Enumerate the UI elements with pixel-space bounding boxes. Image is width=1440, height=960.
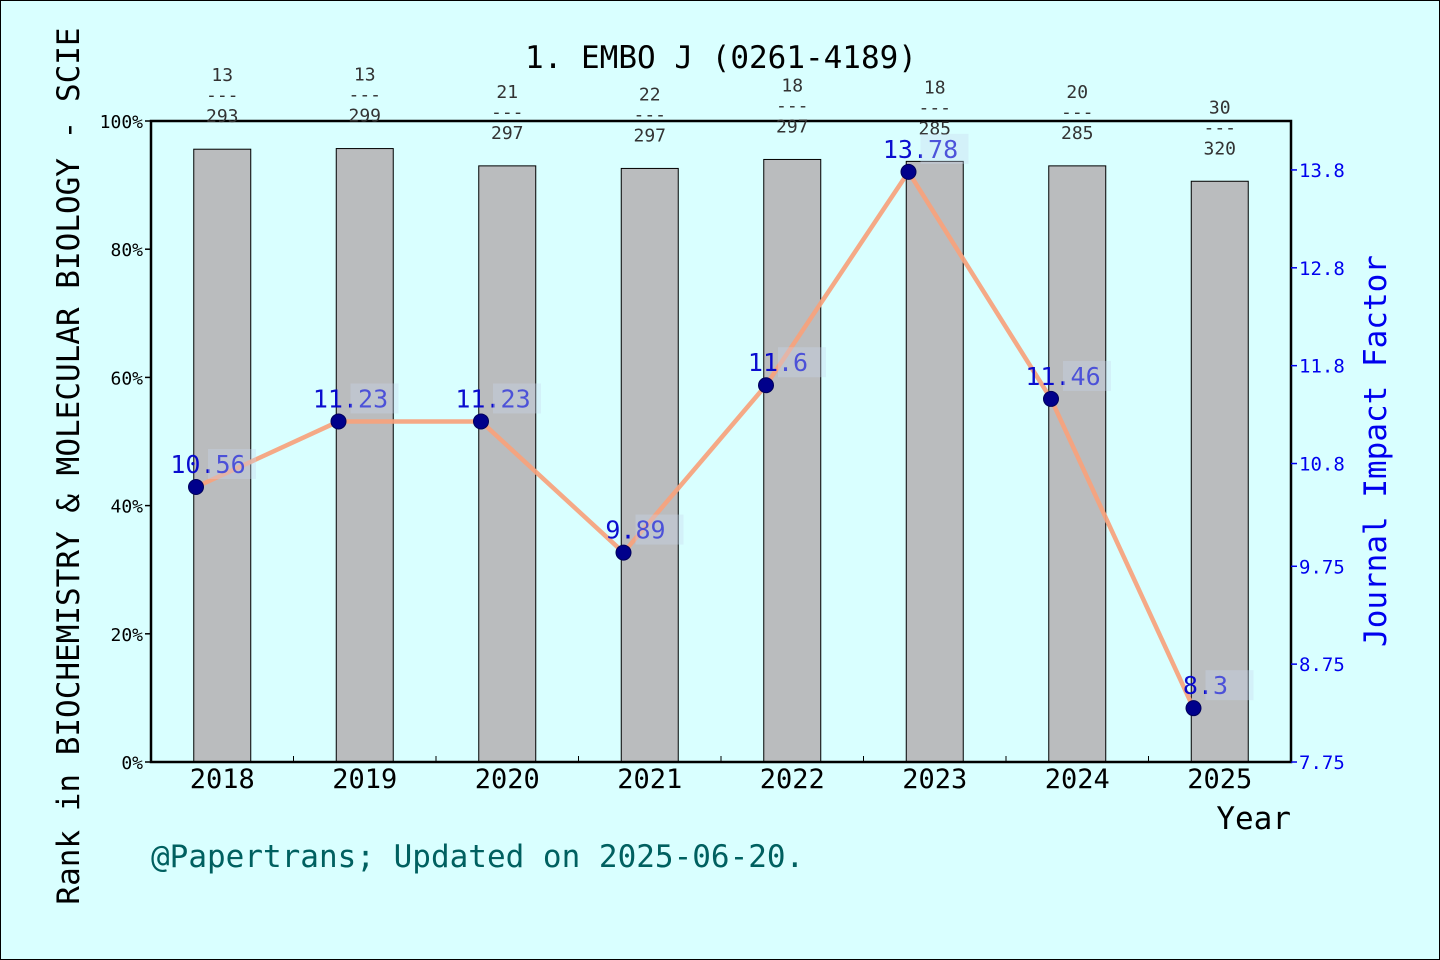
x-tick-label: 2024 [1045, 764, 1110, 795]
rank-separator: --- [491, 102, 524, 123]
bars-group [193, 148, 1249, 763]
rank-label: 18 [781, 75, 803, 96]
rank-total-label: 297 [633, 125, 666, 146]
rank-labels-group: 13---29313---29921---29722---29718---297… [206, 65, 1236, 160]
rank-separator: --- [918, 97, 951, 118]
rank-label: 13 [354, 65, 376, 86]
x-axis-label: Year [1216, 801, 1291, 837]
x-tick-label: 2021 [617, 764, 682, 795]
impact-factor-label: 9.89 [605, 516, 665, 545]
impact-factor-layer: 10.56 11.23 11.23 9.89 11.6 13.78 11.46 8.3 [170, 133, 1254, 717]
y2-tick-label: 7.75 [1299, 752, 1345, 774]
rank-label: 22 [639, 84, 661, 105]
rank-separator: --- [206, 85, 239, 106]
y2-tick-label: 10.8 [1299, 454, 1345, 476]
x-tick-label: 2025 [1187, 764, 1252, 795]
impact-factor-label: 11.6 [748, 348, 808, 377]
x-tick-label: 2019 [332, 764, 397, 795]
impact-factor-point [473, 413, 489, 430]
y2-tick-label: 9.75 [1299, 556, 1345, 578]
impact-factor-point [1185, 700, 1202, 717]
x-tick-label: 2023 [902, 764, 967, 795]
bar-2021 [620, 167, 679, 763]
impact-factor-label: 11.46 [1025, 362, 1100, 391]
impact-factor-point [330, 413, 347, 430]
rank-label: 30 [1209, 97, 1231, 118]
impact-factor-label: 10.56 [170, 450, 245, 479]
rank-separator: --- [1061, 102, 1094, 123]
y-tick-label: 60% [110, 368, 143, 389]
y-tick-label: 40% [110, 497, 143, 518]
y-tick-label: 20% [110, 625, 143, 646]
y-axis-label: Rank in BIOCHEMISTRY & MOLECULAR BIOLOGY… [51, 27, 87, 904]
rank-total-label: 297 [491, 123, 524, 144]
impact-factor-point [900, 163, 917, 180]
impact-factor-label: 13.78 [883, 135, 958, 164]
y2-tick-label: 8.75 [1299, 654, 1345, 676]
y2-tick-label: 12.8 [1299, 258, 1345, 280]
impact-factor-point [758, 377, 774, 394]
rank-total-label: 285 [1061, 123, 1094, 144]
rank-separator: --- [348, 85, 381, 106]
label-wash [1063, 360, 1111, 391]
bar-2025 [1190, 180, 1249, 763]
impact-factor-point [1043, 390, 1059, 407]
bar-2024 [1048, 165, 1107, 763]
label-wash [778, 347, 826, 378]
bar-2023 [905, 160, 964, 763]
y-tick-label: 100% [100, 112, 144, 133]
label-wash [493, 383, 541, 414]
axes-group: 0% 20% 40% 60% 80% 100% 7.75 8.75 9.75 10.8 11.8 12… [100, 112, 1345, 795]
y2-tick-label: 13.8 [1299, 160, 1345, 182]
label-wash [635, 514, 684, 545]
x-tick-label: 2022 [760, 764, 825, 795]
bar-2019 [335, 148, 394, 763]
rank-separator: --- [776, 95, 809, 116]
rank-total-label: 299 [348, 106, 381, 127]
impact-factor-point [615, 544, 632, 561]
rank-total-label: 297 [776, 116, 809, 137]
rank-total-label: 285 [918, 118, 951, 139]
rank-label: 13 [211, 65, 233, 86]
rank-label: 20 [1066, 82, 1088, 103]
y-tick-label: 0% [121, 753, 143, 774]
label-wash [920, 133, 969, 164]
bar-2022 [763, 158, 822, 763]
rank-separator: --- [1203, 117, 1236, 138]
chart-title: 1. EMBO J (0261-4189) [525, 40, 917, 76]
label-wash [1205, 670, 1254, 701]
rank-label: 18 [924, 77, 946, 98]
y-tick-label: 80% [110, 240, 143, 261]
impact-factor-label: 8.3 [1183, 671, 1228, 700]
footer-credit: @Papertrans; Updated on 2025-06-20. [151, 839, 804, 875]
rank-separator: --- [633, 104, 666, 125]
bar-2018 [193, 148, 252, 763]
rank-total-label: 320 [1203, 138, 1236, 159]
label-wash [208, 449, 256, 480]
label-wash [350, 383, 399, 414]
impact-factor-line [195, 169, 1196, 710]
x-tick-label: 2018 [190, 764, 255, 795]
y2-axis-label: Journal Impact Factor [1358, 255, 1394, 647]
impact-factor-label: 11.23 [455, 384, 530, 413]
rank-total-label: 293 [206, 106, 239, 127]
y2-tick-label: 11.8 [1299, 356, 1345, 378]
impact-factor-point [188, 479, 204, 496]
rank-label: 21 [496, 82, 518, 103]
x-tick-label: 2020 [475, 764, 540, 795]
impact-factor-label: 11.23 [313, 384, 388, 413]
